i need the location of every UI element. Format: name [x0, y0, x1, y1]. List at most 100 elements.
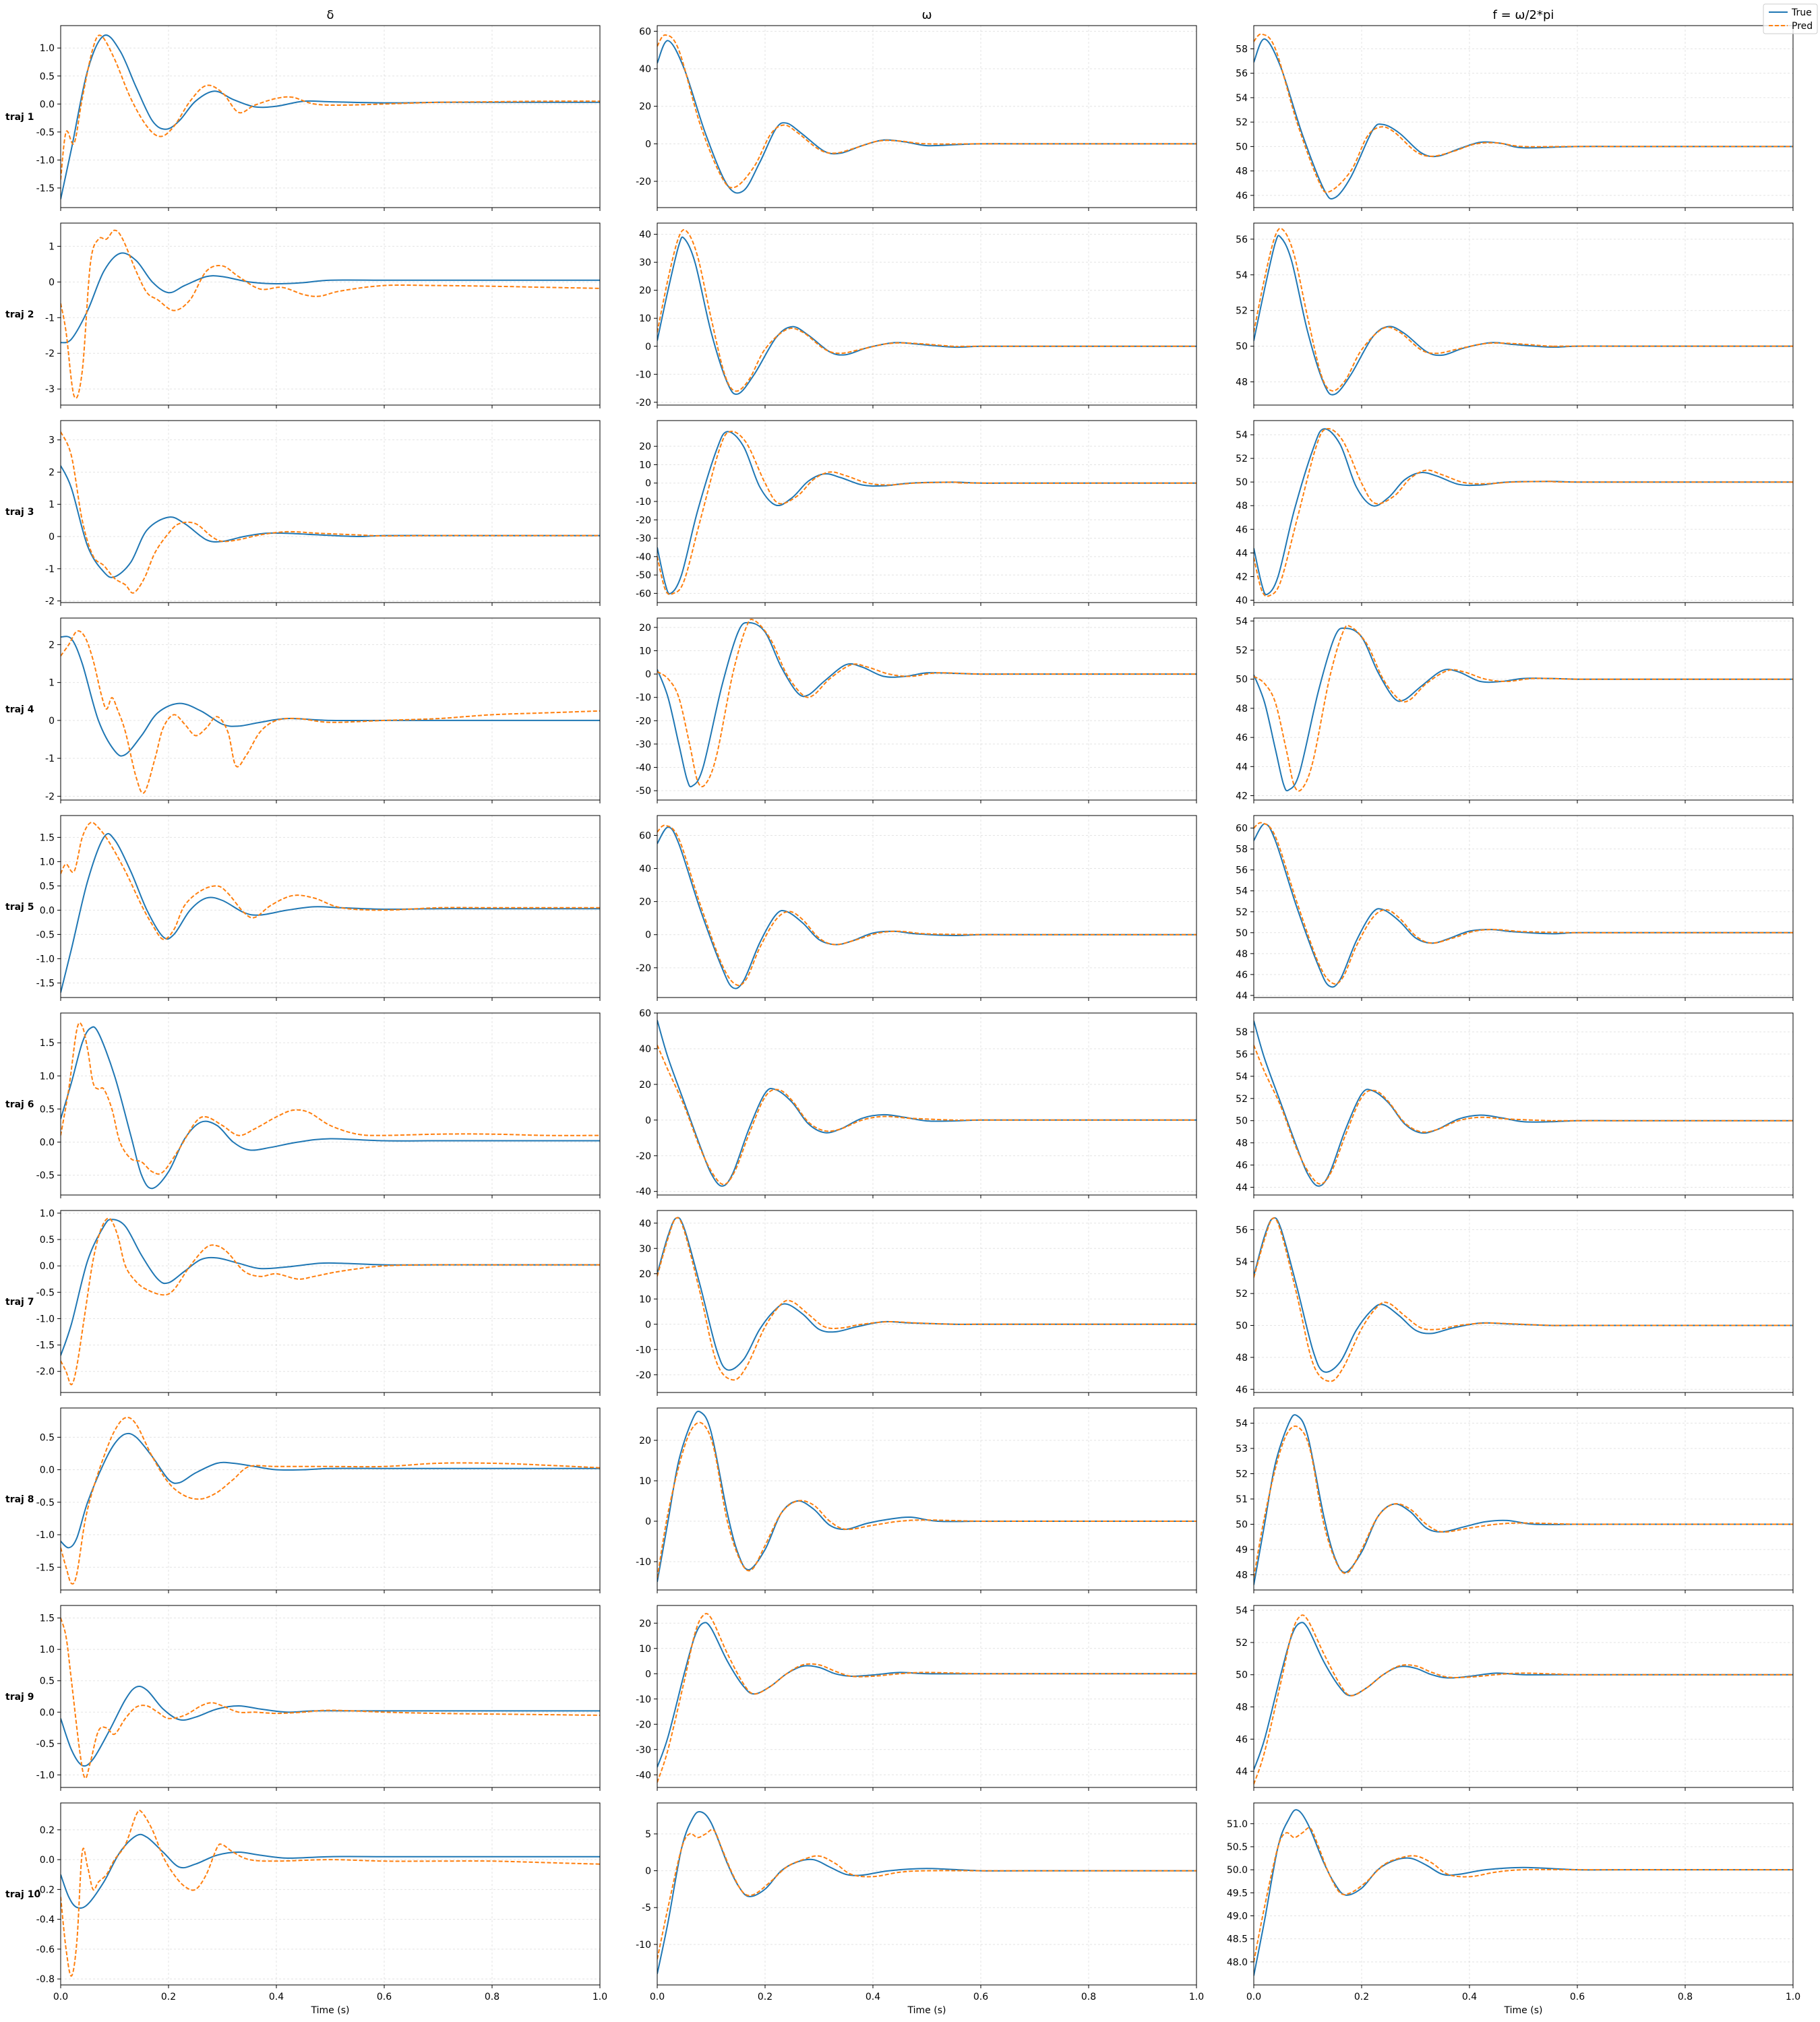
axes-frame — [60, 1012, 601, 1196]
y-tick-label: -50 — [636, 786, 651, 797]
y-tick-label: 44 — [1236, 548, 1248, 559]
subplot-r8-c2: -10 0 10 20 — [636, 1407, 1197, 1593]
row-label: traj 5 — [5, 902, 34, 913]
y-tick-label: -20 — [636, 177, 651, 187]
series-line-true — [61, 1833, 600, 1909]
y-tick-label: -10 — [636, 1940, 651, 1951]
y-tick-label: 0 — [645, 1516, 651, 1527]
row-label: traj 1 — [5, 112, 34, 123]
y-tick-label: -1.5 — [36, 1341, 55, 1351]
y-tick-label: -20 — [636, 398, 651, 408]
y-tick-label: -1 — [45, 313, 55, 324]
subplot-r1-c3: 46 48 50 52 54 56 58 — [1236, 25, 1794, 211]
y-tick-label: 60 — [639, 1008, 651, 1019]
y-tick-label: 2 — [49, 640, 55, 650]
y-tick-label: 2 — [49, 467, 55, 478]
axes-frame — [1253, 1012, 1794, 1196]
y-tick-label: 0 — [645, 930, 651, 941]
y-tick-label: 51.0 — [1227, 1819, 1248, 1830]
axes-frame — [1253, 25, 1794, 208]
y-tick-label: 60 — [1236, 824, 1248, 834]
y-tick-label: 10 — [639, 1644, 651, 1655]
y-tick-label: 56 — [1236, 235, 1248, 245]
y-tick-label: -0.5 — [36, 127, 55, 138]
series-line-pred — [657, 34, 1196, 189]
x-tick-label: 1.0 — [1786, 1992, 1800, 2002]
series-group — [1254, 1614, 1793, 1785]
y-tick-label: 48 — [1236, 377, 1248, 388]
series-line-pred — [657, 1612, 1196, 1783]
series-line-true — [1254, 823, 1793, 988]
y-tick-label: 51 — [1236, 1494, 1248, 1505]
y-tick-label: -30 — [636, 739, 651, 750]
legend-label-true: True — [1791, 7, 1812, 18]
y-tick-label: 0 — [645, 1669, 651, 1680]
y-tick-label: 0 — [49, 532, 55, 543]
y-tick-label: 50 — [1236, 342, 1248, 353]
subplot-r6-c2: -40 -20 0 20 40 60 — [636, 1008, 1197, 1198]
y-tick-label: 0 — [645, 139, 651, 150]
series-group — [1254, 1217, 1793, 1382]
y-tick-label: 48 — [1236, 1353, 1248, 1364]
series-group — [61, 34, 600, 200]
column-title-2: ω — [921, 8, 932, 22]
row-label: traj 3 — [5, 507, 34, 518]
y-tick-label: 50 — [1236, 675, 1248, 685]
y-tick-label: 50 — [1236, 1321, 1248, 1332]
axes-frame — [1253, 1802, 1794, 1986]
x-tick-label: 0.6 — [973, 1992, 988, 2002]
axes-frame — [60, 617, 601, 801]
y-tick-label: 54 — [1236, 430, 1248, 441]
y-tick-label: 10 — [639, 1294, 651, 1305]
y-tick-label: 40 — [639, 864, 651, 875]
series-line-pred — [61, 34, 600, 180]
series-line-true — [61, 1219, 600, 1356]
y-tick-label: 52 — [1236, 907, 1248, 918]
series-line-pred — [1254, 822, 1793, 985]
y-tick-label: 52 — [1236, 117, 1248, 128]
subplot-r7-c3: 46 48 50 52 54 56 — [1236, 1210, 1794, 1396]
series-line-pred — [657, 431, 1196, 596]
subplot-r3-c1: -2 -1 0 1 2 3 — [45, 420, 601, 607]
y-tick-label: 49 — [1236, 1545, 1248, 1556]
y-tick-label: 1.0 — [40, 43, 55, 54]
series-group — [1254, 822, 1793, 988]
y-tick-label: 40 — [639, 1219, 651, 1229]
y-tick-label: 30 — [639, 1244, 651, 1254]
series-line-pred — [1254, 1827, 1793, 1962]
series-line-pred — [1254, 227, 1793, 392]
y-tick-label: 0 — [645, 342, 651, 353]
axes-frame — [657, 1605, 1197, 1788]
x-tick-label: 0.0 — [53, 1992, 68, 2002]
axes-frame — [657, 25, 1197, 208]
y-tick-label: -1.5 — [36, 978, 55, 989]
y-tick-label: -1 — [45, 754, 55, 764]
y-tick-label: 0.0 — [40, 1707, 55, 1718]
y-tick-label: 54 — [1236, 93, 1248, 104]
subplot-r3-c3: 40 42 44 46 48 50 52 54 — [1236, 420, 1794, 606]
y-tick-label: 30 — [639, 257, 651, 268]
series-group — [657, 1612, 1196, 1783]
y-tick-label: 50 — [1236, 477, 1248, 488]
y-tick-label: 54 — [1236, 1605, 1248, 1616]
y-tick-label: 42 — [1236, 572, 1248, 582]
y-tick-label: 20 — [639, 1269, 651, 1280]
y-tick-label: 10 — [639, 646, 651, 656]
series-group — [61, 1416, 600, 1585]
y-tick-label: 46 — [1236, 1161, 1248, 1171]
y-tick-label: 46 — [1236, 191, 1248, 202]
y-tick-label: 0.5 — [40, 1432, 55, 1443]
y-tick-label: 10 — [639, 1476, 651, 1487]
y-tick-label: 44 — [1236, 762, 1248, 772]
series-line-pred — [657, 1045, 1196, 1186]
series-group — [1254, 1020, 1793, 1187]
y-tick-label: 58 — [1236, 44, 1248, 55]
subplot-r3-c2: -60 -50 -40 -30 -20 -10 0 10 20 — [636, 420, 1197, 606]
x-tick-label: 1.0 — [1189, 1992, 1204, 2002]
x-tick-label: 0.4 — [866, 1992, 880, 2002]
x-axis-label: Time (s) — [311, 2005, 350, 2016]
y-tick-label: 0.0 — [40, 99, 55, 110]
series-line-pred — [657, 619, 1196, 788]
y-tick-label: 10 — [639, 313, 651, 324]
